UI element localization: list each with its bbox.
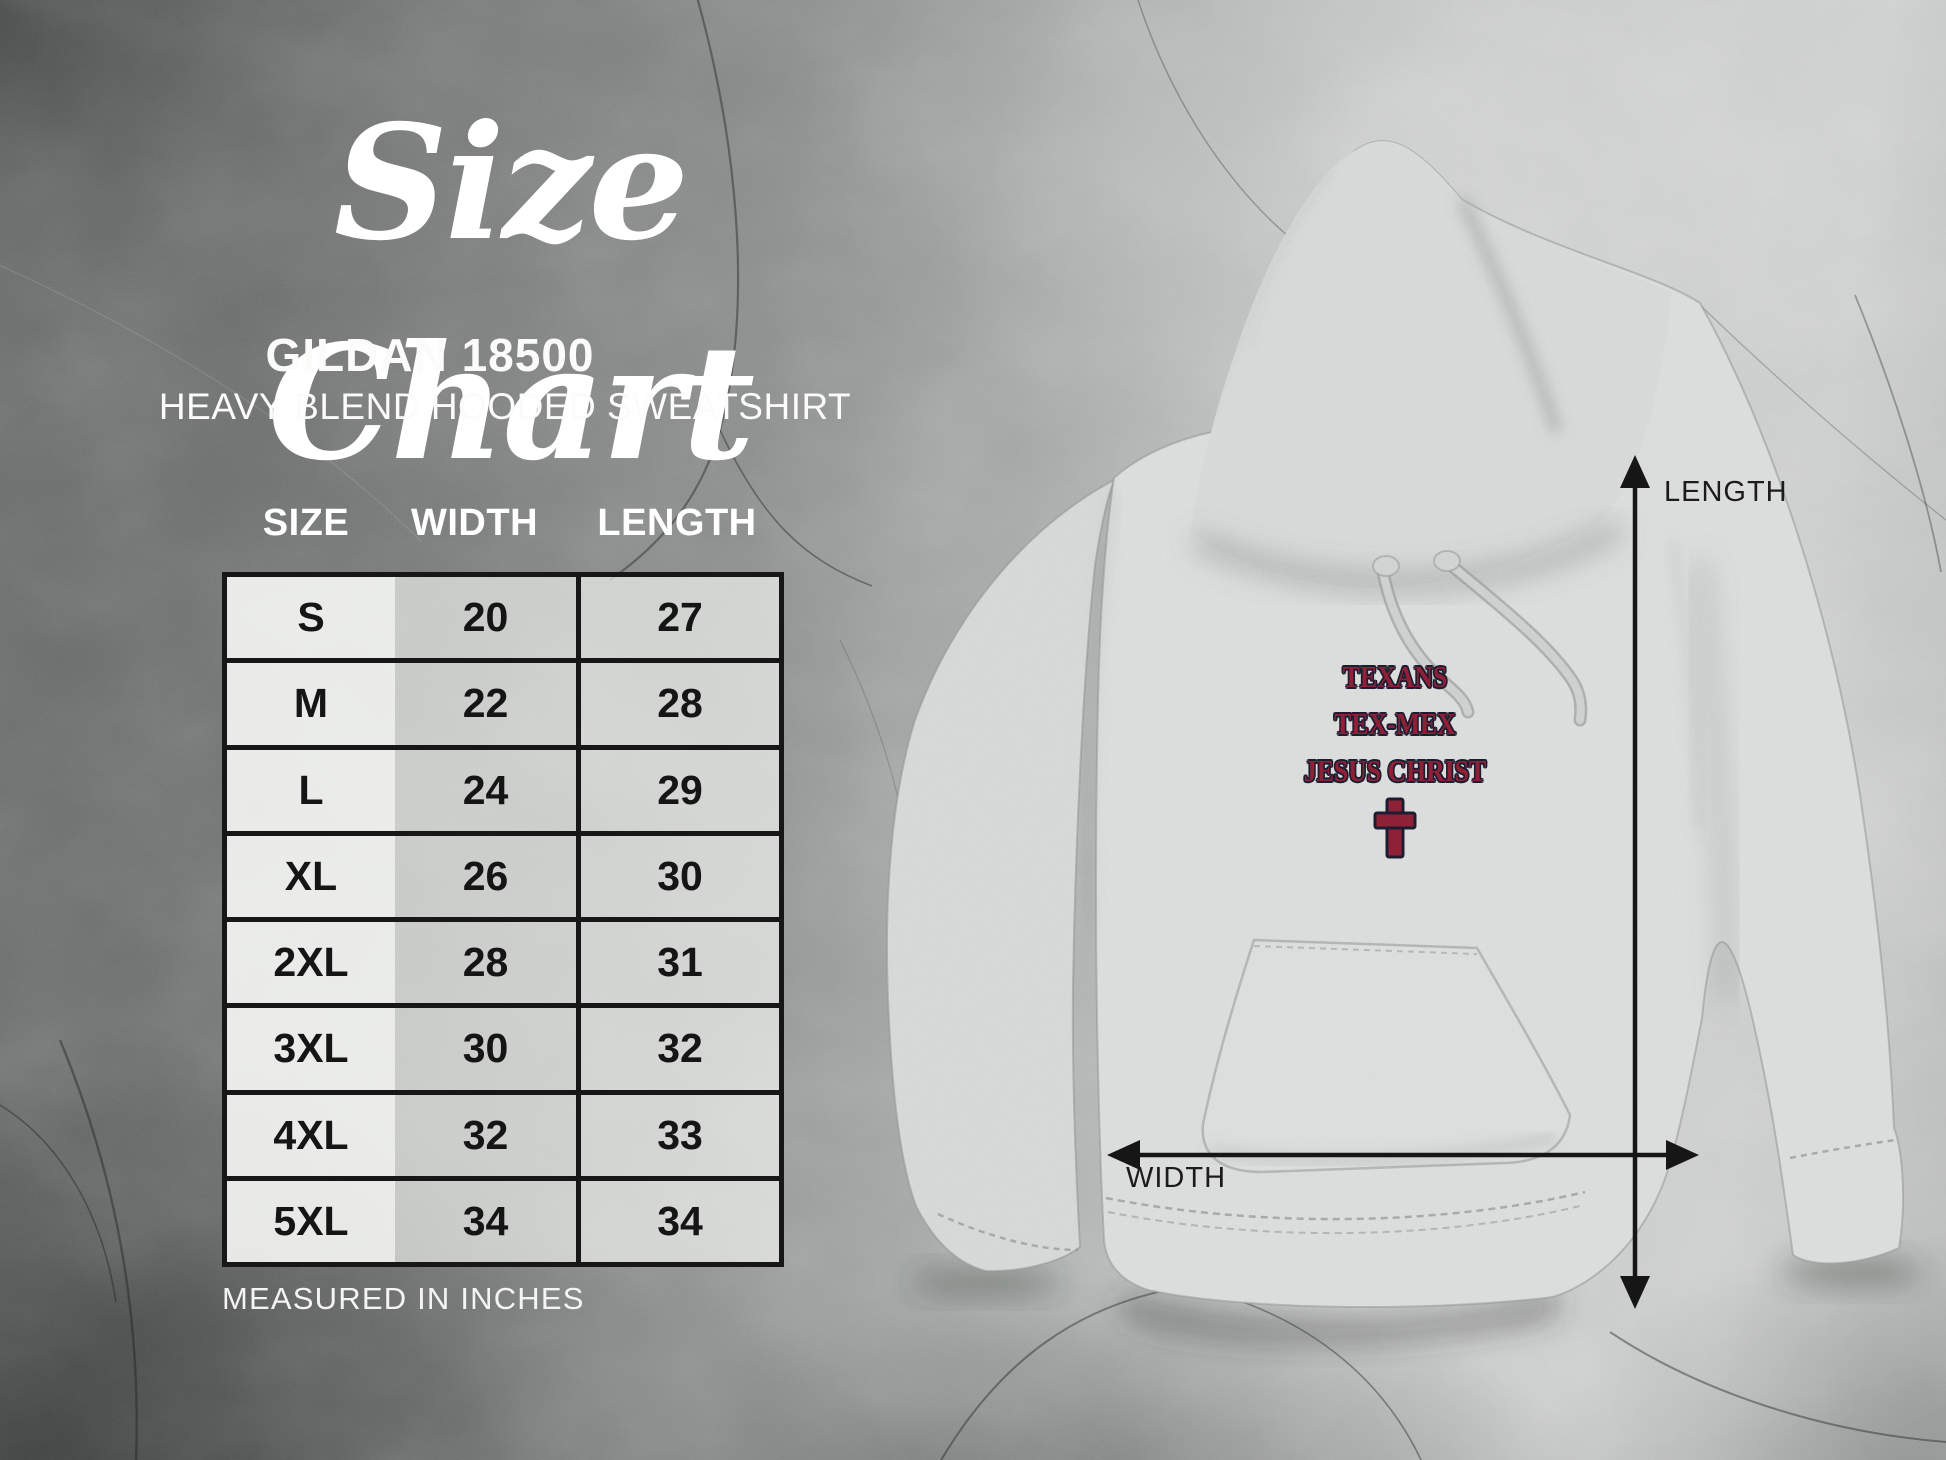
length-label: LENGTH — [1664, 476, 1788, 508]
print-line-2: TEX-MEX — [1334, 706, 1456, 741]
table-cell-size: 4XL — [227, 1094, 395, 1176]
table-cell-width: 28 — [395, 922, 576, 1004]
table-cell-width: 32 — [395, 1094, 576, 1176]
table-cell-length: 32 — [576, 1008, 779, 1090]
table-cell-size: 3XL — [227, 1008, 395, 1090]
product-code: GILDAN 18500 — [265, 329, 595, 381]
column-header-size: SIZE — [262, 502, 350, 544]
width-label: WIDTH — [1126, 1162, 1227, 1194]
size-table: S 20 27 M 22 28 L 24 29 XL 26 30 2XL 28 31 3XL 30 32 4XL 32… — [222, 572, 784, 1267]
cross-icon — [1373, 797, 1417, 859]
table-row: L 24 29 — [227, 749, 779, 836]
table-cell-size: S — [227, 577, 395, 659]
units-footnote: MEASURED IN INCHES — [222, 1281, 585, 1316]
table-cell-size: XL — [227, 835, 395, 917]
print-line-1: TEXANS — [1342, 659, 1448, 694]
table-cell-width: 24 — [395, 749, 576, 831]
table-cell-size: 2XL — [227, 922, 395, 1004]
table-cell-length: 27 — [576, 577, 779, 659]
table-cell-size: L — [227, 749, 395, 831]
table-row: 3XL 30 32 — [227, 1008, 779, 1095]
column-header-width: WIDTH — [410, 502, 539, 544]
table-row: 5XL 34 34 — [227, 1180, 779, 1262]
table-cell-size: 5XL — [227, 1180, 395, 1262]
hoodie-shadow — [907, 1254, 1924, 1345]
table-cell-length: 33 — [576, 1094, 779, 1176]
product-name: HEAVY BLEND HOODED SWEATSHIRT — [158, 386, 852, 427]
column-header-length: LENGTH — [597, 502, 757, 544]
table-cell-width: 22 — [395, 663, 576, 745]
table-cell-length: 34 — [576, 1180, 779, 1262]
table-cell-width: 30 — [395, 1008, 576, 1090]
table-row: M 22 28 — [227, 663, 779, 750]
table-cell-length: 29 — [576, 749, 779, 831]
table-row: 2XL 28 31 — [227, 922, 779, 1009]
table-cell-length: 31 — [576, 922, 779, 1004]
length-arrow — [1620, 455, 1650, 1309]
table-cell-width: 20 — [395, 577, 576, 659]
table-cell-size: M — [227, 663, 395, 745]
table-cell-width: 34 — [395, 1180, 576, 1262]
width-arrow — [1107, 1140, 1699, 1170]
table-row: 4XL 32 33 — [227, 1094, 779, 1181]
print-line-3: JESUS CHRIST — [1303, 753, 1487, 788]
table-cell-length: 30 — [576, 835, 779, 917]
page-title: Size Chart — [267, 91, 755, 496]
table-cell-length: 28 — [576, 663, 779, 745]
table-row: S 20 27 — [227, 577, 779, 664]
table-row: XL 26 30 — [227, 835, 779, 922]
table-cell-width: 26 — [395, 835, 576, 917]
